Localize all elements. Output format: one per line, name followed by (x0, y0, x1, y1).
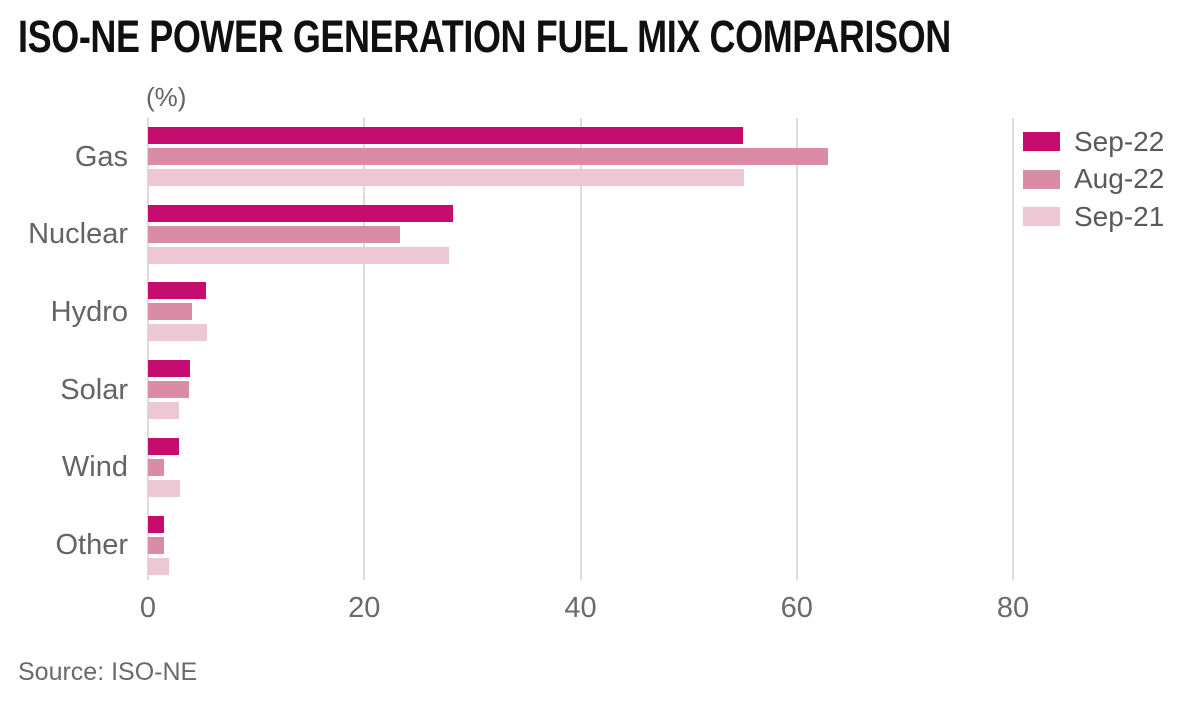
category-labels: Gas Nuclear Hydro Solar Wind Other (0, 118, 138, 580)
x-tick-label-20: 20 (348, 592, 381, 624)
legend-swatch-sep-22 (1023, 132, 1060, 151)
chart-title: ISO-NE POWER GENERATION FUEL MIX COMPARI… (18, 11, 951, 62)
bar-nuclear-aug-22 (148, 225, 400, 243)
bar-wind-sep-22 (148, 437, 180, 455)
bar-gas-sep-22 (148, 127, 743, 144)
bar-hydro-sep-22 (148, 282, 207, 300)
bar-other-aug-22 (148, 536, 165, 554)
gridline-40 (579, 118, 582, 580)
x-axis: 0 20 40 60 80 (140, 592, 1180, 632)
category-label-wind: Wind (61, 451, 128, 484)
category-label-nuclear: Nuclear (28, 218, 128, 251)
gridline-60 (795, 118, 798, 580)
category-label-gas: Gas (74, 140, 128, 173)
legend-label-sep-21: Sep-21 (1074, 200, 1165, 232)
gridline-20 (363, 118, 366, 580)
legend-row-sep-21: Sep-21 (1023, 200, 1165, 232)
category-label-solar: Solar (60, 373, 128, 406)
x-tick-label-80: 80 (996, 592, 1030, 624)
legend-swatch-aug-22 (1023, 169, 1060, 189)
legend-label-aug-22: Aug-22 (1074, 163, 1165, 194)
category-label-other: Other (55, 529, 128, 561)
bar-nuclear-sep-21 (148, 246, 449, 264)
gridline-0 (147, 118, 149, 580)
legend-row-aug-22: Aug-22 (1023, 163, 1165, 194)
x-tick-label-40: 40 (564, 592, 597, 624)
bar-gas-sep-21 (148, 169, 744, 186)
bar-solar-aug-22 (148, 381, 190, 399)
legend: Sep-22 Aug-22 Sep-21 (1023, 125, 1165, 243)
gridline-80 (1012, 118, 1014, 580)
source-note: Source: ISO-NE (18, 658, 198, 686)
x-tick-label-0: 0 (139, 592, 157, 624)
legend-label-sep-22: Sep-22 (1074, 125, 1165, 157)
bar-wind-aug-22 (148, 458, 165, 476)
x-tick-label-60: 60 (780, 592, 813, 624)
bar-hydro-aug-22 (148, 303, 193, 321)
bar-hydro-sep-21 (148, 324, 208, 342)
bar-other-sep-21 (148, 557, 169, 575)
legend-swatch-sep-21 (1023, 207, 1060, 226)
bar-gas-aug-22 (148, 148, 829, 165)
category-label-hydro: Hydro (50, 295, 128, 328)
bar-wind-sep-21 (148, 479, 181, 497)
legend-row-sep-22: Sep-22 (1023, 125, 1165, 157)
axis-unit-label: (%) (146, 82, 187, 112)
bar-other-sep-22 (148, 515, 165, 533)
bar-solar-sep-22 (148, 360, 191, 378)
plot-area (147, 118, 1180, 580)
bar-nuclear-sep-22 (148, 204, 453, 222)
bar-solar-sep-21 (148, 402, 180, 420)
